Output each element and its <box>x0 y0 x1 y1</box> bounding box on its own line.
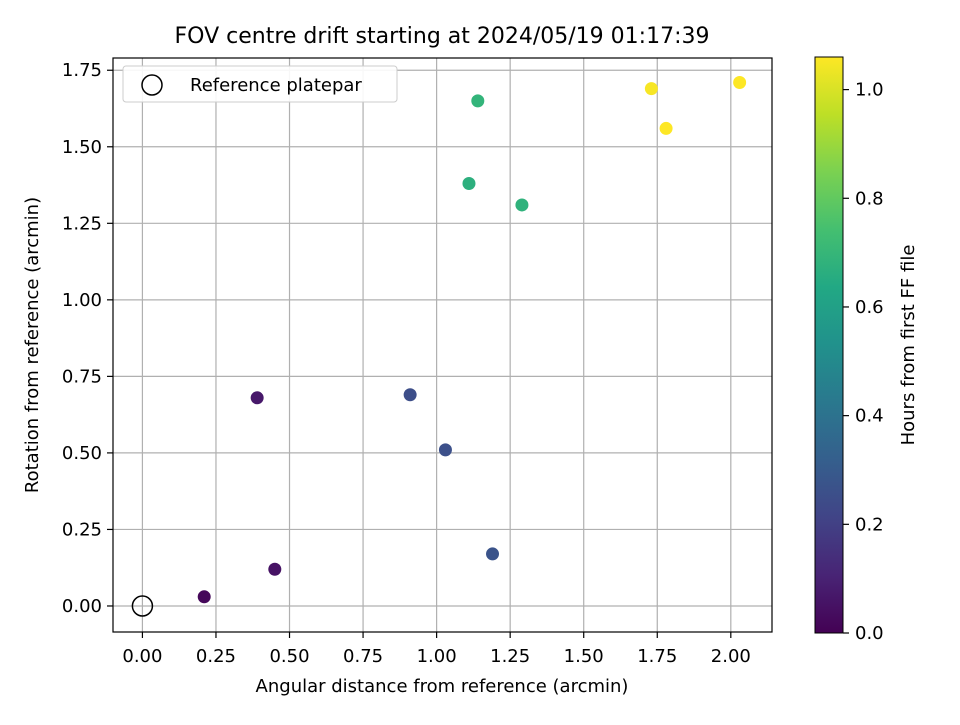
x-tick-label: 0.25 <box>196 646 236 667</box>
y-tick-label: 1.00 <box>62 290 102 311</box>
data-point <box>197 590 211 604</box>
data-point <box>644 82 658 96</box>
x-axis-label: Angular distance from reference (arcmin) <box>256 676 629 697</box>
plot-frame <box>112 57 773 633</box>
colorbar-ticks: 0.0 0.2 0.4 0.6 0.8 1.0 <box>843 80 884 644</box>
data-point <box>268 562 282 576</box>
y-tick-label: 0.75 <box>62 366 102 387</box>
legend-label-reference: Reference platepar <box>190 75 362 96</box>
data-point <box>403 388 417 402</box>
colorbar-tick-label: 0.4 <box>855 406 884 427</box>
y-tick-label: 0.25 <box>62 519 102 540</box>
colorbar-tick-label: 1.0 <box>855 80 884 101</box>
x-tick-label: 1.00 <box>417 646 457 667</box>
y-tick-label: 1.50 <box>62 137 102 158</box>
y-axis-label: Rotation from reference (arcmin) <box>22 197 43 493</box>
data-point <box>486 547 500 561</box>
y-tick-label: 0.50 <box>62 443 102 464</box>
legend-marker-reference <box>141 74 163 96</box>
grid <box>113 58 772 632</box>
data-point <box>462 177 476 191</box>
legend: Reference platepar <box>122 65 398 103</box>
chart-title: FOV centre drift starting at 2024/05/19 … <box>175 24 710 49</box>
colorbar-tick-label: 0.2 <box>855 514 884 535</box>
x-tick-label: 2.00 <box>711 646 751 667</box>
data-point <box>659 121 673 135</box>
colorbar-gradient <box>814 56 844 634</box>
data-point <box>515 198 529 212</box>
x-tick-label: 1.50 <box>564 646 604 667</box>
reference-point <box>131 595 154 617</box>
x-axis: 0.00 0.25 0.50 0.75 1.00 1.25 1.50 1.75 2.00 <box>122 632 751 667</box>
y-axis: 0.00 0.25 0.50 0.75 1.00 1.25 1.50 1.75 <box>62 60 113 617</box>
legend-box <box>122 65 398 103</box>
colorbar-tick-label: 0.8 <box>855 188 884 209</box>
y-tick-label: 0.00 <box>62 596 102 617</box>
x-tick-label: 1.75 <box>637 646 677 667</box>
data-point <box>733 75 747 89</box>
x-tick-label: 1.25 <box>490 646 530 667</box>
colorbar-tick-label: 0.0 <box>855 623 884 644</box>
x-tick-label: 0.50 <box>269 646 309 667</box>
colorbar-tick-label: 0.6 <box>855 297 884 318</box>
x-tick-label: 0.75 <box>343 646 383 667</box>
data-point <box>250 391 264 405</box>
colorbar: 0.0 0.2 0.4 0.6 0.8 1.0 Hours from first FF f… <box>814 56 919 644</box>
y-tick-label: 1.75 <box>62 60 102 81</box>
colorbar-label: Hours from first FF file <box>898 245 919 446</box>
x-tick-label: 0.00 <box>122 646 162 667</box>
data-point <box>471 94 485 108</box>
data-points <box>131 75 747 617</box>
data-point <box>438 443 452 457</box>
y-tick-label: 1.25 <box>62 213 102 234</box>
